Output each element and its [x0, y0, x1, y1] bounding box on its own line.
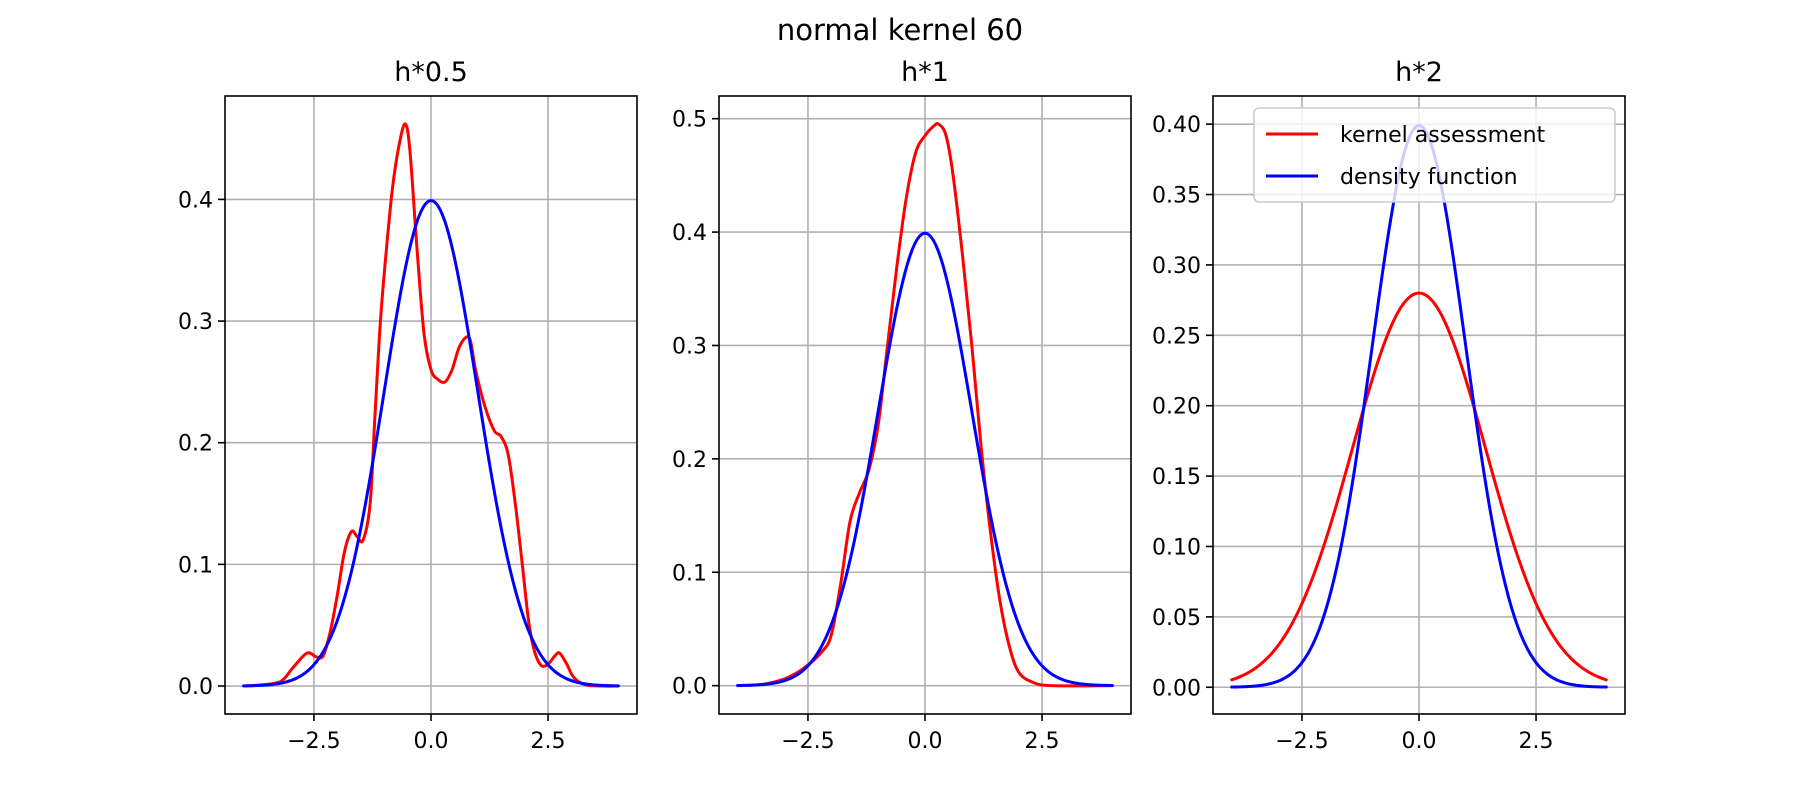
x-tick-label: −2.5: [781, 729, 834, 754]
x-tick-label: 2.5: [1025, 729, 1060, 754]
subplot-title: h*2: [1395, 57, 1443, 88]
figure-title: normal kernel 60: [777, 13, 1023, 47]
legend: kernel assessment density function: [1253, 107, 1616, 203]
y-tick-label: 0.15: [1152, 465, 1201, 490]
y-tick-label: 0.35: [1152, 184, 1201, 209]
x-tick-label: 0.0: [1402, 729, 1437, 754]
y-tick-label: 0.0: [178, 675, 213, 700]
y-tick-label: 0.4: [672, 221, 707, 246]
y-tick-label: 0.2: [672, 448, 707, 473]
subplot-2: −2.5 0.0 2.5 0.0 0.1 0.2 0.3 0.4 0.5 h*1: [672, 57, 1132, 754]
subplot-title: h*0.5: [394, 57, 468, 88]
kernel-assessment-line: [1230, 291, 1608, 682]
y-tick-label: 0.00: [1152, 676, 1201, 701]
series-group: [736, 121, 1114, 688]
legend-label-kernel-assessment: kernel assessment: [1340, 123, 1546, 148]
y-tick-label: 0.40: [1152, 113, 1201, 138]
y-tick-label: 0.1: [178, 553, 213, 578]
y-tick-label: 0.30: [1152, 254, 1201, 279]
subplots: −2.5 0.0 2.5 0.0 0.1 0.2 0.3 0.4 h*0.5 −2.5 0.0 2.5…: [178, 57, 1626, 754]
y-tick-label: 0.10: [1152, 535, 1201, 560]
subplot-1: −2.5 0.0 2.5 0.0 0.1 0.2 0.3 0.4 h*0.5: [178, 57, 638, 754]
y-tick-label: 0.0: [672, 675, 707, 700]
y-tick-label: 0.4: [178, 188, 213, 213]
kernel-assessment-line: [736, 121, 1114, 688]
subplot-title: h*1: [901, 57, 949, 88]
y-tick-label: 0.5: [672, 108, 707, 133]
x-tick-label: −2.5: [287, 729, 340, 754]
x-tick-label: −2.5: [1275, 729, 1328, 754]
y-tick-label: 0.1: [672, 561, 707, 586]
y-tick-label: 0.20: [1152, 395, 1201, 420]
kernel-assessment-line: [242, 122, 620, 688]
x-tick-label: 0.0: [414, 729, 449, 754]
x-tick-label: 2.5: [1519, 729, 1554, 754]
density-function-line: [242, 199, 620, 688]
legend-label-density-function: density function: [1340, 165, 1518, 190]
x-tick-label: 0.0: [908, 729, 943, 754]
x-tick-label: 2.5: [531, 729, 566, 754]
y-tick-label: 0.05: [1152, 606, 1201, 631]
density-function-line: [736, 231, 1114, 687]
y-tick-label: 0.2: [178, 432, 213, 457]
y-tick-label: 0.3: [178, 310, 213, 335]
y-tick-label: 0.3: [672, 334, 707, 359]
subplot-3: −2.5 0.0 2.5 0.00 0.05 0.10 0.15 0.20 0.25 0.30 0.…: [1152, 57, 1626, 754]
y-tick-label: 0.25: [1152, 324, 1201, 349]
series-group: [242, 122, 620, 688]
legend-box: [1253, 107, 1616, 203]
